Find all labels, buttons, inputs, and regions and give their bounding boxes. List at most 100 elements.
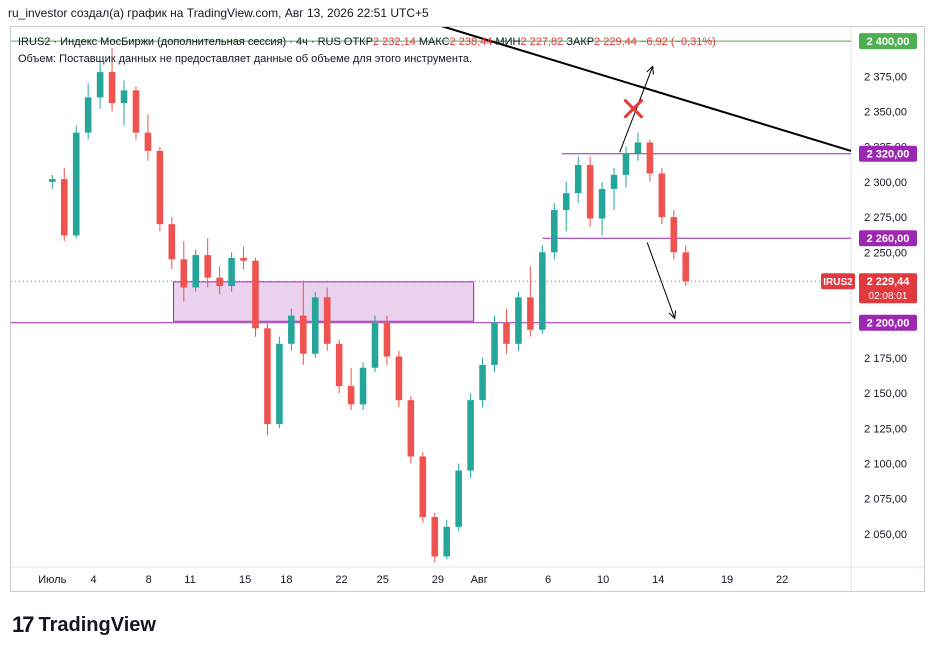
candle: [634, 132, 642, 161]
candle-body: [562, 193, 570, 211]
candle-body: [288, 315, 295, 344]
candle-body: [550, 210, 558, 253]
price-tick-label: 2 150,00: [864, 388, 907, 400]
projection-arrow: [646, 242, 677, 320]
candle-body: [228, 257, 235, 287]
price-chart[interactable]: 2 375,002 350,002 325,002 300,002 275,00…: [11, 14, 924, 591]
candle: [598, 181, 606, 236]
candle: [395, 350, 403, 408]
chart-author-line: ru_investor создал(а) график на TradingV…: [8, 6, 429, 20]
time-tick-label: 14: [652, 574, 664, 586]
candle: [84, 83, 92, 140]
candle: [682, 245, 690, 287]
candle-body: [670, 217, 678, 253]
candle: [240, 246, 247, 270]
candle-body: [192, 255, 200, 288]
open-value: 2 232,14: [372, 36, 416, 48]
candle-body: [407, 400, 415, 457]
candle-body: [443, 526, 451, 557]
price-tag-label: 2 400,00: [867, 36, 910, 48]
candle: [120, 80, 128, 126]
candle-body: [634, 142, 642, 154]
candle-body: [574, 164, 582, 194]
candle-body: [371, 322, 379, 368]
projection-arrow: [619, 65, 654, 153]
price-change: −6,92 (−0,31%): [639, 36, 716, 48]
chart-frame[interactable]: 2 375,002 350,002 325,002 300,002 275,00…: [10, 14, 925, 592]
open-label: ОТКР: [343, 36, 373, 48]
arrow-shaft: [646, 242, 676, 319]
candle-body: [347, 386, 355, 405]
tradingview-logo[interactable]: 17 TradingView: [12, 612, 156, 638]
candle: [479, 357, 486, 408]
candle-body: [276, 343, 283, 425]
candle: [431, 512, 439, 563]
level-layer: [11, 40, 851, 324]
price-tag-bg: [859, 145, 917, 162]
supply-demand-zone: [172, 281, 475, 322]
time-axis: Июль 4 8 11 15 18 22 25 29 Авг 6 10 14 19 22: [38, 574, 788, 586]
candle-body: [96, 72, 104, 98]
price-tick-label: 2 050,00: [864, 529, 907, 541]
candle-body: [527, 297, 534, 330]
close-label: ЗАКР: [566, 36, 595, 48]
time-tick-label: Авг: [471, 574, 488, 586]
time-tick-label: 8: [146, 574, 152, 586]
candle-body: [383, 322, 391, 357]
candle-body: [455, 470, 462, 527]
candle-body: [479, 364, 486, 401]
time-tick-label: 25: [377, 574, 389, 586]
price-tick-label: 2 350,00: [864, 106, 907, 118]
candle: [359, 362, 367, 410]
price-tick-label: 2 075,00: [864, 494, 907, 506]
price-tag-label: 2 260,00: [867, 233, 910, 245]
symbol-tag-label: IRUS2: [823, 277, 853, 288]
candle-body: [311, 297, 319, 354]
candle: [574, 156, 582, 204]
candle: [503, 308, 510, 354]
candle-body: [216, 277, 223, 287]
price-tick-label: 2 250,00: [864, 247, 907, 259]
candle: [132, 86, 140, 140]
candle: [407, 395, 415, 464]
candle: [216, 266, 223, 295]
arrow-head: [668, 310, 677, 320]
symbol-name: IRUS2 · Индекс МосБиржи (дополнительная …: [18, 36, 341, 48]
candle: [300, 280, 307, 365]
candle: [610, 167, 618, 211]
price-tick-label: 2 275,00: [864, 212, 907, 224]
candle: [49, 174, 56, 189]
candle: [347, 367, 355, 410]
time-tick-label: 22: [335, 574, 347, 586]
drawing-layer: [407, 14, 852, 320]
candle: [467, 393, 474, 478]
candle: [144, 114, 152, 161]
price-tag-layer: 2 400,00 2 320,00 2 260,00 2 200,00 IRUS2 2 2…: [821, 33, 917, 331]
candle: [443, 519, 451, 560]
candle-body: [682, 252, 690, 282]
time-tick-label: 6: [545, 574, 551, 586]
cross-mark-icon: [623, 98, 644, 119]
candle: [311, 291, 319, 358]
candle-body: [156, 150, 164, 225]
price-tag-bg: [859, 33, 917, 50]
price-tick-label: 2 300,00: [864, 177, 907, 189]
candle: [228, 252, 235, 292]
candle: [539, 245, 546, 334]
candle-body: [120, 90, 128, 104]
close-value: 2 229,44: [594, 36, 637, 48]
low-label: МИН: [495, 36, 521, 48]
candle-body: [323, 297, 331, 344]
price-tick-label: 2 175,00: [864, 353, 907, 365]
price-tag: 2 400,00: [859, 33, 917, 50]
candle-body: [395, 356, 403, 401]
candle-body: [84, 97, 92, 133]
zone-layer: [172, 281, 475, 322]
candle: [96, 62, 104, 109]
last-price-bg: [859, 273, 917, 304]
price-tick-label: 2 375,00: [864, 71, 907, 83]
candle-body: [586, 164, 594, 219]
candle: [204, 238, 211, 288]
candle-body: [204, 255, 211, 278]
tradingview-brand: TradingView: [38, 613, 156, 636]
